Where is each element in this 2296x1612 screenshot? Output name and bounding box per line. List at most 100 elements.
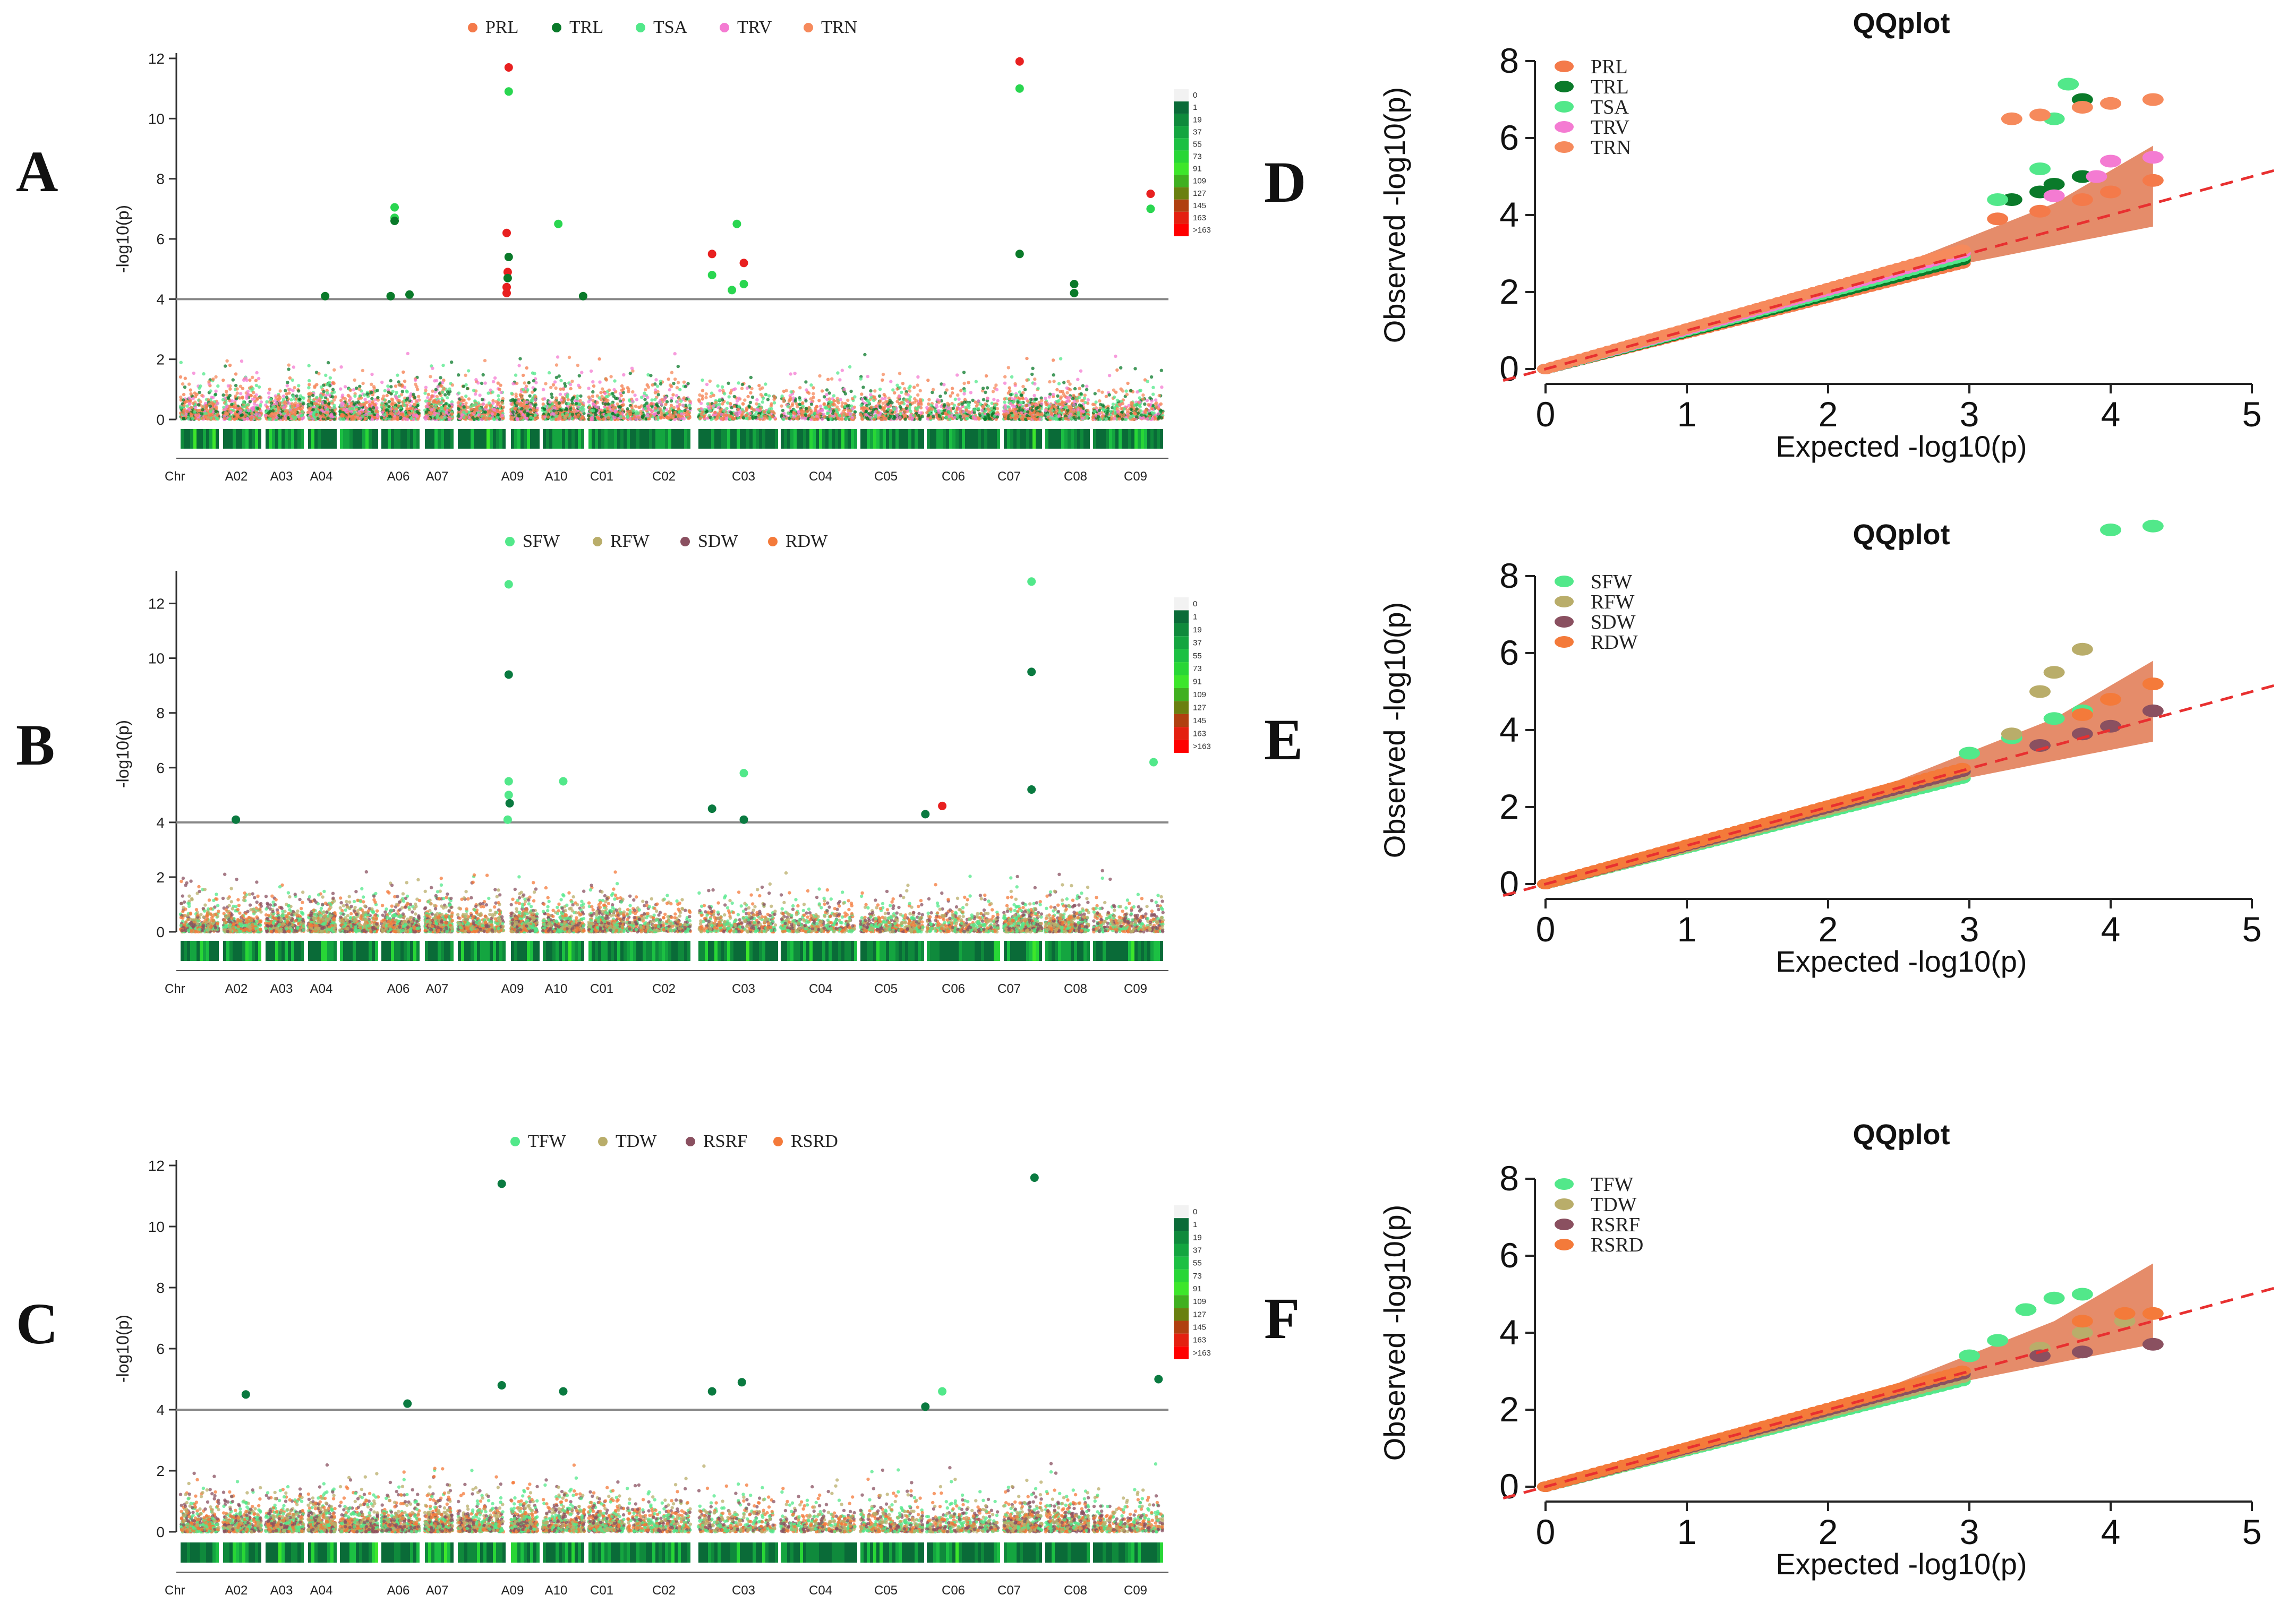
background-point [318,415,321,418]
background-point [286,381,289,384]
background-point [287,391,291,395]
background-point [265,400,268,404]
background-point [182,411,185,415]
y-axis-label: -log10(p) [113,205,132,273]
background-point [223,417,226,420]
background-point [216,401,219,405]
background-point [214,375,217,379]
background-point [212,402,215,405]
background-point [199,384,202,388]
background-point [225,359,228,363]
background-point [180,361,183,364]
background-point [322,415,326,418]
background-point [275,401,278,405]
background-point [287,363,291,366]
background-point [315,383,318,386]
background-point [230,403,233,406]
background-point [192,397,195,400]
y-tick-label: 12 [148,50,165,67]
background-point [209,409,212,412]
background-point [307,386,310,389]
background-point [331,388,335,391]
background-point [204,407,208,410]
background-point [241,396,244,399]
background-point [282,406,285,409]
background-point [255,371,258,374]
background-point [308,407,311,410]
background-point [277,407,280,410]
background-point [324,406,327,409]
background-point [247,409,250,412]
background-point [209,405,212,408]
background-point [329,376,332,380]
background-point [325,411,328,414]
background-point [297,384,300,387]
background-point [254,379,258,382]
background-point [282,412,285,415]
background-point [250,394,253,397]
background-point [272,405,275,408]
background-point [191,402,194,405]
background-point [296,404,300,407]
background-point [198,409,201,412]
background-point [234,372,237,375]
background-point [293,386,296,389]
background-point [192,372,195,375]
background-point [264,414,267,417]
background-point [251,387,254,390]
background-point [228,364,232,367]
y-tick-label: 6 [156,231,165,247]
background-point [298,398,302,401]
background-point [287,367,290,371]
background-point [189,392,192,396]
background-point [254,413,258,416]
background-point [301,410,304,413]
background-point [268,388,271,391]
background-point [256,407,259,410]
panel-letter-A: A [16,139,58,204]
background-point [327,402,330,405]
background-point [308,364,311,367]
background-point [268,414,271,417]
background-point [227,384,230,388]
panel-letter-E: E [1264,707,1303,772]
background-point [282,417,285,420]
background-point [229,411,233,414]
background-point [244,414,247,417]
background-point [320,385,323,389]
background-point [291,415,294,418]
background-point [309,392,312,395]
y-tick-label: 8 [156,171,165,187]
background-point [310,401,313,404]
background-point [253,402,256,406]
background-point [246,403,250,406]
background-point [284,401,287,405]
background-point [268,417,271,421]
background-point [288,388,292,391]
background-point [182,393,185,396]
background-point [221,379,225,382]
background-point [197,403,200,406]
background-point [313,402,316,405]
background-point [207,380,210,383]
background-point [332,368,336,372]
background-point [241,405,244,408]
background-point [319,394,322,397]
background-point [246,417,249,421]
background-point [201,408,204,411]
background-point [214,410,217,413]
background-point [241,387,244,390]
background-point [193,391,197,395]
background-point [276,398,279,401]
background-point [300,414,303,417]
background-point [329,414,332,417]
background-point [232,378,235,381]
background-point [294,410,297,414]
background-point [244,376,247,380]
background-point [226,413,229,416]
background-point [306,411,310,414]
background-point [206,417,209,421]
background-point [179,375,182,379]
background-point [317,372,320,375]
background-point [216,384,219,388]
